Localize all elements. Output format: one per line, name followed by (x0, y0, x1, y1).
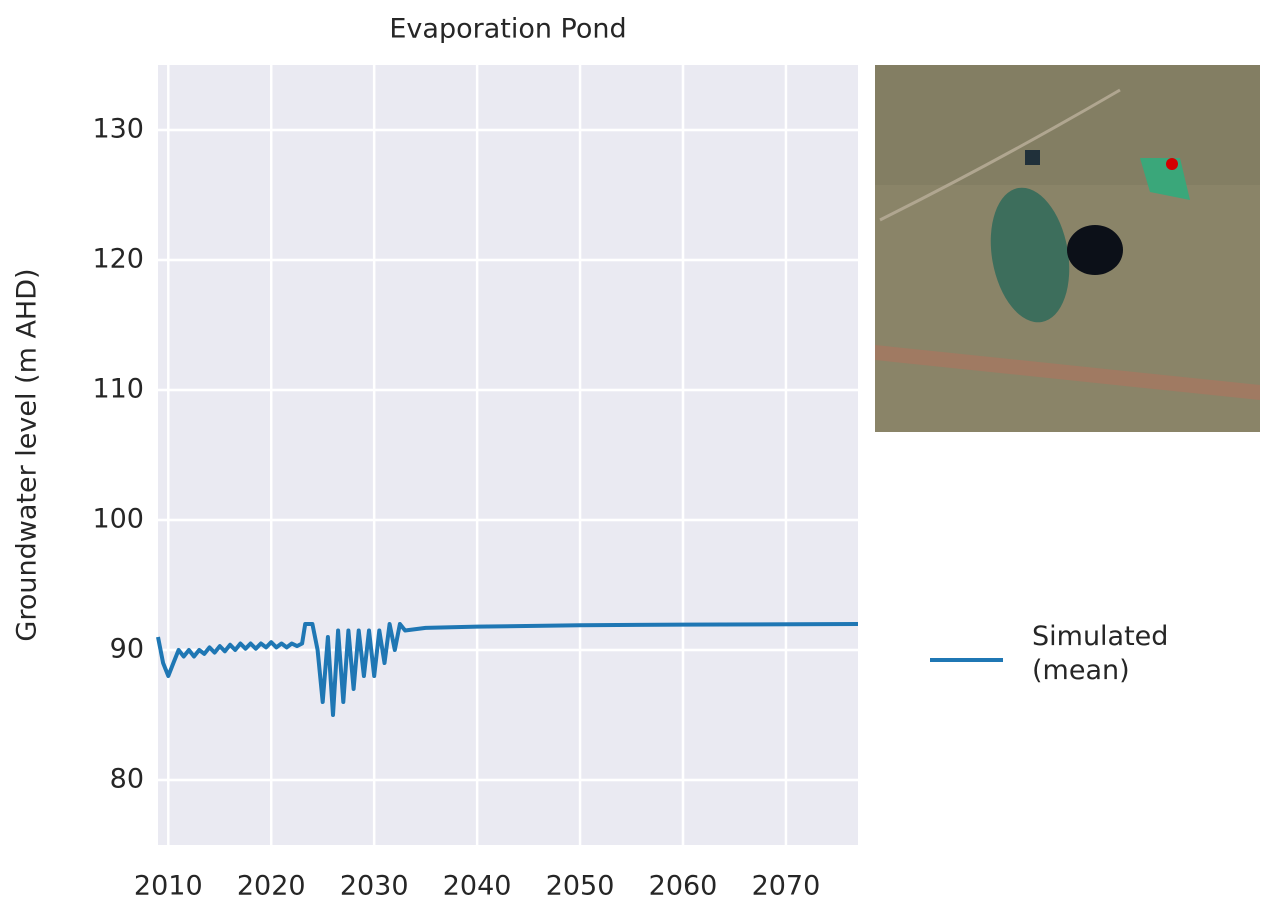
y-tick-label: 80 (110, 764, 144, 795)
x-tick-label: 2070 (752, 871, 821, 902)
y-tick-label: 130 (92, 114, 144, 145)
y-axis-label: Groundwater level (m AHD) (12, 268, 43, 641)
x-tick-label: 2020 (237, 871, 306, 902)
x-tick-label: 2050 (546, 871, 615, 902)
x-tick-label: 2010 (134, 871, 203, 902)
y-tick-label: 100 (92, 504, 144, 535)
y-tick-label: 90 (110, 634, 144, 665)
legend-label: Simulated (mean) (1032, 620, 1222, 688)
y-tick-label: 110 (92, 374, 144, 405)
plot-background (158, 65, 858, 845)
chart-title: Evaporation Pond (389, 14, 626, 45)
y-tick-label: 120 (92, 244, 144, 275)
inset-map (875, 65, 1260, 432)
page: Evaporation Pond Groundwater level (m AH… (0, 0, 1266, 916)
x-tick-label: 2060 (649, 871, 718, 902)
chart: Evaporation Pond Groundwater level (m AH… (0, 0, 1266, 916)
x-tick-label: 2040 (443, 871, 512, 902)
x-tick-label: 2030 (340, 871, 409, 902)
